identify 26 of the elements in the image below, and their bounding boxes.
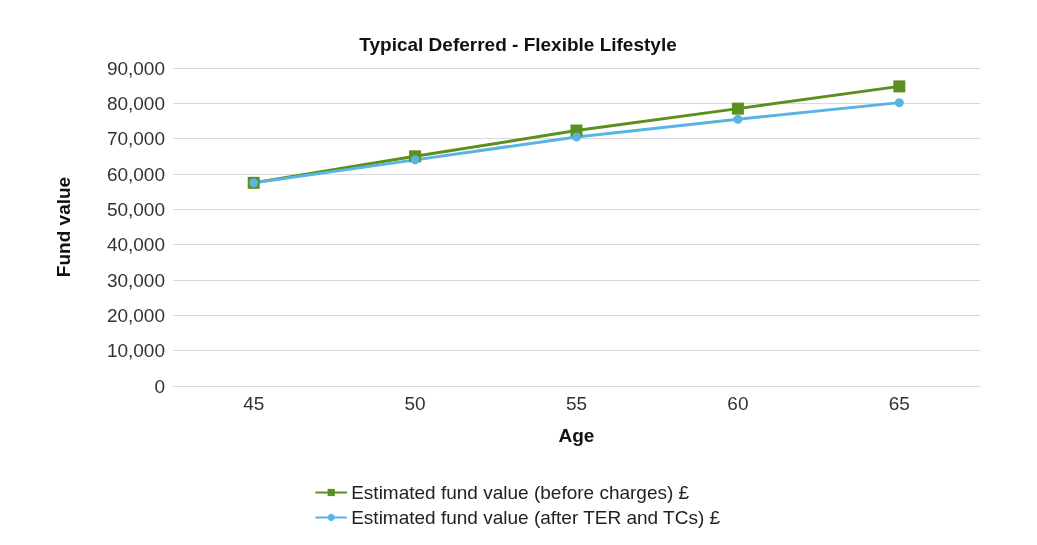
y-axis-title: Fund value	[53, 176, 74, 278]
point	[733, 114, 743, 124]
y-tick-label: 90,000	[106, 57, 165, 79]
y-tick-label: 50,000	[106, 198, 165, 220]
y-tick-label: 70,000	[106, 128, 165, 150]
y-tick-label: 80,000	[106, 92, 165, 114]
point	[572, 132, 581, 142]
y-tick-label: 30,000	[106, 269, 165, 291]
x-tick-label: 55	[565, 393, 588, 414]
chart-title: Typical Deferred - Flexible Lifestyle	[359, 34, 677, 55]
point	[893, 80, 906, 93]
legend-label: Estimated fund value (after TER and TCs) £	[351, 507, 721, 528]
legend-label: Estimated fund value (before charges) £	[351, 482, 690, 503]
point	[894, 98, 904, 108]
x-axis-title: Age	[558, 425, 595, 446]
x-tick-label: 45	[243, 393, 265, 414]
y-tick-label: 60,000	[106, 163, 165, 185]
point	[410, 155, 420, 165]
x-tick-label: 65	[888, 393, 910, 414]
x-tick-label: 60	[727, 393, 749, 414]
y-tick-label: 20,000	[106, 304, 165, 326]
point	[731, 102, 744, 115]
y-tick-label: 10,000	[106, 340, 165, 362]
x-tick-label: 50	[404, 393, 426, 414]
y-tick-label: 0	[154, 375, 165, 397]
y-tick-label: 40,000	[106, 234, 165, 256]
